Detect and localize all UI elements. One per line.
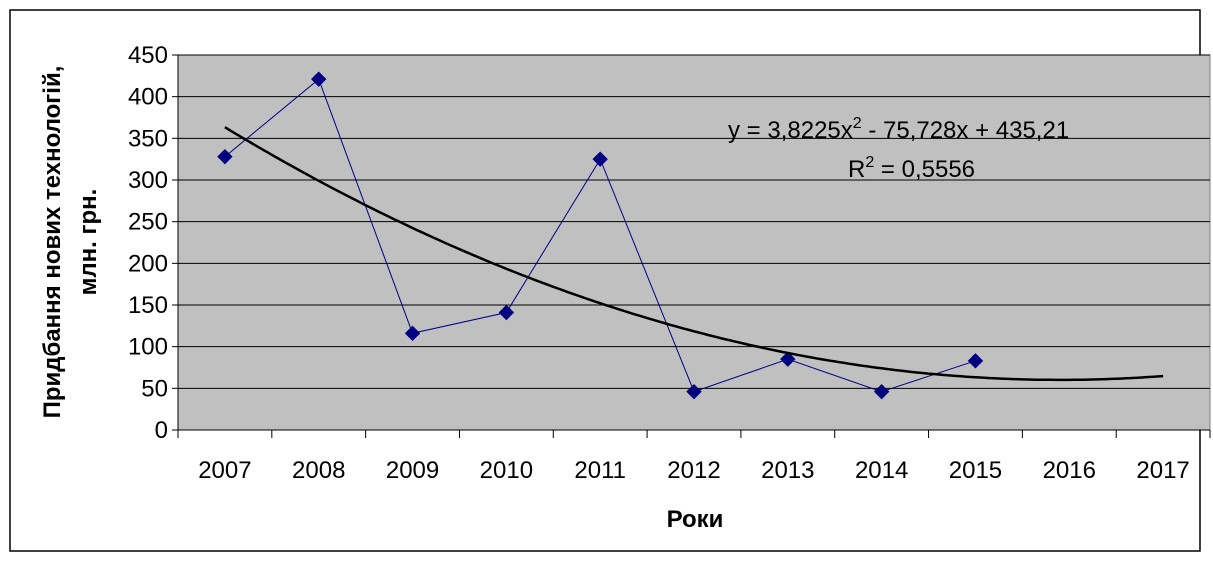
- x-tick-label: 2014: [855, 457, 908, 484]
- x-tick-label: 2015: [949, 457, 1002, 484]
- y-tick-label: 350: [128, 125, 168, 152]
- series-marker: [686, 383, 702, 400]
- y-tick-label: 200: [128, 250, 168, 277]
- x-tick-label: 2009: [386, 457, 439, 484]
- x-tick-label: 2007: [198, 457, 251, 484]
- y-axis-label: Придбання нових технологій, млн. грн.: [39, 66, 102, 419]
- series-marker: [498, 304, 515, 321]
- series-marker: [780, 351, 796, 367]
- r-squared-exponent: 2: [865, 154, 874, 171]
- r-squared-label: R: [848, 156, 865, 183]
- y-tick-label: 150: [128, 292, 168, 319]
- plot-area: [177, 54, 1211, 431]
- x-tick-label: 2012: [667, 457, 720, 484]
- series-marker: [967, 353, 984, 369]
- x-axis-label: Роки: [667, 506, 724, 533]
- trendline-equation: y = 3,8225x2 - 75,728x + 435,21: [728, 115, 1069, 144]
- gridlines: [178, 54, 1210, 389]
- r-squared-value: = 0,5556: [874, 156, 975, 183]
- y-axis-label-line-1: Придбання нових технологій,: [39, 66, 66, 419]
- x-tick-label: 2013: [761, 457, 814, 484]
- trendline-equation-exponent: 2: [853, 115, 862, 132]
- x-axis-ticks: 2007 2008 2009 2010 2011 2012 2013 2014 2015 2016…: [177, 430, 1211, 484]
- series-marker: [217, 148, 233, 165]
- trendline: [224, 126, 1164, 382]
- y-tick-label: 50: [141, 375, 168, 402]
- x-tick-label: 2017: [1136, 457, 1189, 484]
- y-tick-label: 250: [128, 209, 168, 236]
- y-tick-label: 300: [128, 167, 168, 194]
- trendline-equation-part-1: y = 3,8225x: [728, 117, 853, 144]
- series-marker: [404, 325, 421, 342]
- x-tick-label: 2011: [574, 457, 626, 484]
- x-tick-label: 2010: [480, 457, 533, 484]
- y-tick-label: 0: [155, 417, 168, 444]
- x-tick-label: 2016: [1043, 457, 1096, 484]
- series-markers: [217, 71, 984, 400]
- y-tick-label: 100: [128, 334, 168, 361]
- y-tick-label: 400: [128, 84, 168, 111]
- y-axis-ticks: 0 50 100 150 200 250 300 350 400 450: [128, 42, 178, 444]
- series-marker: [592, 151, 608, 167]
- trendline-r-squared: R2 = 0,5556: [848, 154, 975, 183]
- x-tick-label: 2008: [292, 457, 345, 484]
- trendline-equation-part-2: - 75,728x + 435,21: [862, 117, 1070, 144]
- y-axis-label-line-2: млн. грн.: [75, 189, 102, 296]
- series-marker: [873, 383, 890, 400]
- series-marker: [311, 71, 327, 87]
- y-tick-label: 450: [128, 42, 168, 69]
